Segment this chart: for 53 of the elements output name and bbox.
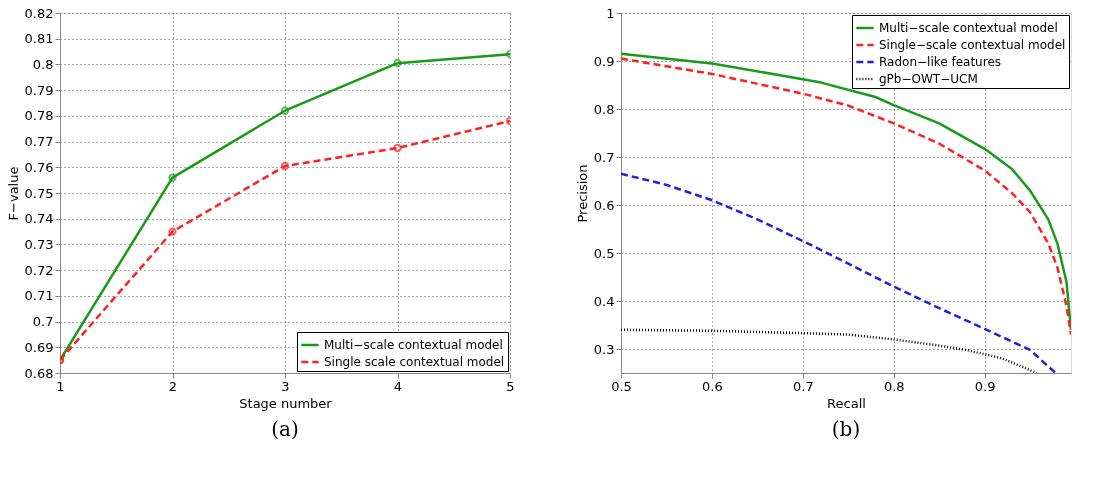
y-tick-label: 0.82 bbox=[24, 5, 54, 21]
line-series bbox=[621, 172, 1057, 373]
x-tick-label: 0.8 bbox=[883, 378, 905, 394]
y-tick-label: 0.5 bbox=[593, 245, 615, 261]
y-tick-label: 0.73 bbox=[24, 236, 54, 252]
y-tick-label: 0.4 bbox=[593, 293, 615, 309]
x-tick-label: 3 bbox=[281, 378, 290, 394]
point bbox=[280, 161, 290, 171]
point bbox=[168, 227, 177, 236]
y-tick-label: 1 bbox=[606, 5, 615, 21]
y-tick-label: 0.7 bbox=[593, 149, 615, 165]
y-tick-label: 0.74 bbox=[24, 211, 54, 227]
point bbox=[393, 143, 402, 153]
legend-label: Single scale contextual model bbox=[324, 355, 505, 369]
x-axis-title: Stage number bbox=[239, 395, 333, 411]
y-axis-title: Precision bbox=[574, 164, 590, 223]
x-tick-label: 0.5 bbox=[611, 378, 632, 394]
point bbox=[280, 106, 290, 115]
x-axis-title: Recall bbox=[827, 395, 866, 411]
y-tick-label: 0.81 bbox=[24, 31, 54, 47]
y-tick-label: 0.72 bbox=[24, 262, 54, 278]
y-tick-label: 0.7 bbox=[32, 314, 54, 330]
y-tick-label: 0.76 bbox=[24, 159, 54, 175]
y-tick-label: 0.68 bbox=[24, 365, 54, 381]
legend-label: Multi−scale contextual model bbox=[324, 338, 503, 352]
y-tick-label: 0.3 bbox=[593, 341, 615, 357]
y-tick-label: 0.8 bbox=[32, 56, 54, 72]
y-tick-label: 0.69 bbox=[24, 339, 54, 355]
y-tick-label: 0.75 bbox=[24, 185, 54, 201]
y-tick-label: 0.77 bbox=[24, 134, 54, 150]
x-tick-label: 5 bbox=[506, 378, 515, 394]
y-tick-label: 0.9 bbox=[593, 53, 615, 69]
legend-label: gPb−OWT−UCM bbox=[879, 72, 978, 86]
x-tick-label: 2 bbox=[168, 378, 178, 394]
y-tick-label: 0.71 bbox=[24, 288, 54, 304]
legend-label: Multi−scale contextual model bbox=[879, 21, 1058, 35]
y-axis-title: F−value bbox=[5, 166, 21, 221]
point bbox=[168, 173, 177, 182]
point bbox=[393, 58, 402, 68]
line-series bbox=[621, 328, 1038, 373]
x-tick-label: 0.6 bbox=[702, 378, 723, 394]
legend-label: Radon−like features bbox=[879, 55, 1002, 69]
x-tick-label: 4 bbox=[393, 378, 403, 394]
y-tick-label: 0.78 bbox=[24, 108, 54, 124]
x-tick-label: 0.9 bbox=[974, 378, 996, 394]
y-tick-label: 0.79 bbox=[24, 82, 54, 98]
x-tick-label: 1 bbox=[56, 378, 65, 394]
y-tick-label: 0.6 bbox=[593, 197, 615, 213]
text: (b) bbox=[831, 417, 861, 441]
legend-label: Single−scale contextual model bbox=[879, 38, 1066, 52]
y-tick-label: 0.8 bbox=[593, 101, 615, 117]
x-tick-label: 0.7 bbox=[792, 378, 814, 394]
text: (a) bbox=[271, 417, 299, 441]
